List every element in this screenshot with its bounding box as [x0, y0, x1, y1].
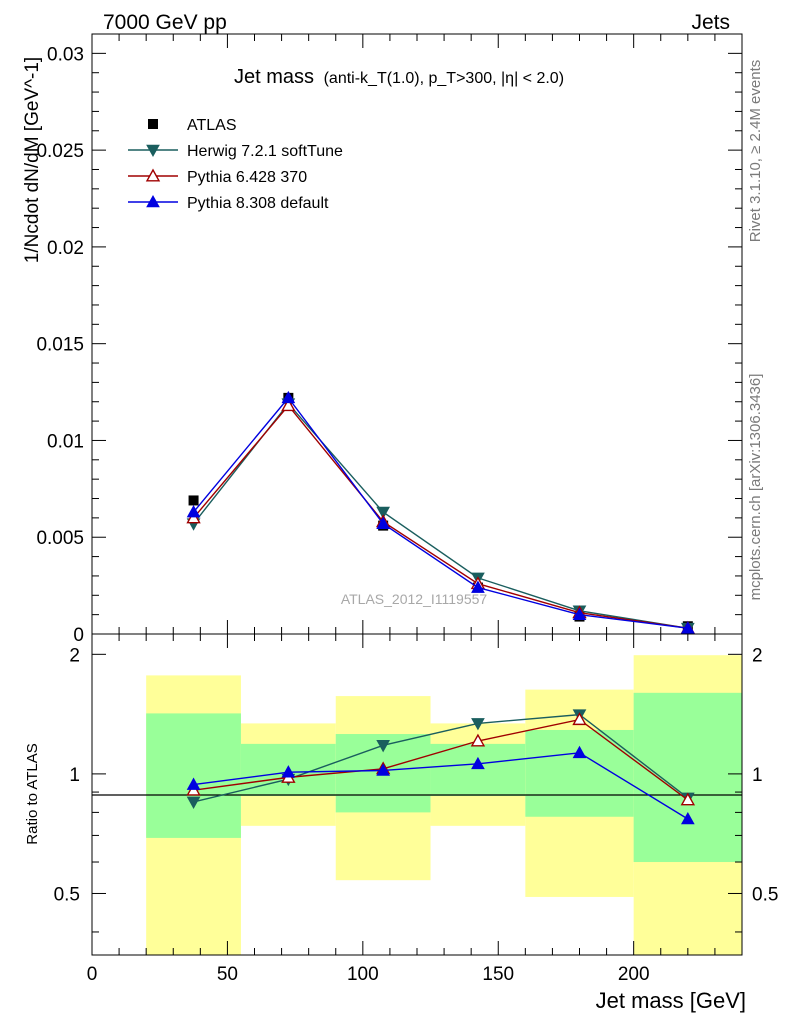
legend-entry: Herwig 7.2.1 softTune — [128, 143, 343, 160]
ratio-y-tick-label-right: 0.5 — [752, 884, 778, 905]
main-title-text: Jet mass — [234, 66, 314, 88]
main-data-point — [680, 621, 695, 634]
ratio-series-2 — [186, 745, 695, 825]
x-tick-labels: 0 50 100 150 200 — [87, 964, 650, 985]
ratio-y-tick-label-right: 2 — [752, 645, 763, 666]
legend-label: Herwig 7.2.1 softTune — [187, 143, 343, 160]
x-tick-label: 0 — [87, 964, 98, 985]
legend-marker — [148, 119, 158, 129]
ratio-series-line — [193, 713, 689, 803]
ratio-inner-band — [146, 713, 241, 838]
main-series-group — [186, 390, 696, 636]
x-tick-label: 150 — [482, 964, 514, 985]
ratio-data-point — [376, 740, 390, 753]
ratio-y-tick-label: 2 — [69, 645, 80, 666]
main-data-point — [471, 580, 485, 593]
header-left: 7000 GeV pp — [103, 11, 227, 34]
main-y-tick-label: 0.02 — [47, 238, 84, 259]
main-data-point — [376, 516, 390, 529]
main-data-point — [572, 607, 587, 620]
main-title-sub: (anti-k_T(1.0), p_T>300, |η| < 2.0) — [324, 70, 564, 87]
main-data-point — [376, 506, 390, 520]
ratio-data-point — [680, 811, 695, 825]
main-data-point — [188, 495, 199, 506]
legend-entry: Pythia 6.428 370 — [128, 168, 307, 186]
x-axis-label: Jet mass [GeV] — [596, 988, 746, 1013]
main-y-tick-label: 0.015 — [36, 335, 84, 356]
ratio-inner-band — [633, 692, 742, 863]
main-series-line — [193, 404, 688, 629]
analysis-watermark: ATLAS_2012_I1119557 — [341, 591, 488, 607]
main-y-tick-label: 0 — [73, 625, 84, 646]
main-series-line — [193, 396, 688, 629]
legend-label: ATLAS — [187, 117, 237, 134]
ratio-series-line — [193, 752, 689, 820]
x-tick-label: 200 — [618, 964, 650, 985]
main-y-tick-label: 0.025 — [36, 141, 84, 162]
rivet-label: Rivet 3.1.10, ≥ 2.4M events — [747, 60, 764, 243]
ratio-ytick-labels: 0.5 0.5 1 1 2 2 — [54, 645, 779, 905]
legend-marker — [145, 168, 161, 182]
ratio-data-point — [281, 765, 296, 778]
main-y-tick-label: 0.03 — [47, 44, 84, 65]
ratio-data-point — [572, 745, 587, 759]
ratio-uncertainty-bands — [146, 655, 742, 955]
ratio-data-point — [471, 718, 485, 731]
main-y-tick-label: 0.005 — [36, 528, 84, 549]
main-data-point — [281, 390, 296, 404]
legend-marker — [146, 194, 160, 208]
legend-entry: ATLAS — [148, 117, 237, 134]
main-axis-ticks — [91, 33, 743, 635]
ratio-inner-band — [430, 743, 526, 796]
legend-marker — [146, 144, 160, 158]
main-series-3 — [186, 390, 695, 634]
ratio-inner-band — [525, 729, 634, 817]
x-tick-label: 50 — [217, 964, 238, 985]
main-data-point — [186, 505, 201, 518]
ratio-data-point — [471, 756, 485, 770]
legend-label: Pythia 8.308 default — [187, 195, 329, 212]
ratio-series-group — [186, 709, 696, 825]
main-y-axis-label: 1/Ncdot dN/dM [GeV^-1] — [22, 57, 43, 263]
mcplots-label: mcplots.cern.ch [arXiv:1306.3436] — [747, 374, 764, 601]
main-y-tick-label: 0.01 — [47, 431, 84, 452]
main-title: Jet mass (anti-k_T(1.0), p_T>300, |η| < … — [234, 66, 564, 88]
ratio-y-tick-label: 1 — [69, 765, 80, 786]
main-data-point — [281, 398, 296, 412]
ratio-y-axis-label: Ratio to ATLAS — [24, 743, 41, 844]
ratio-panel: 0.5 0.5 1 1 2 2 0 50 100 150 200 Ratio to ATLAS J… — [24, 633, 779, 1013]
main-panel: 0 0.005 0.01 0.015 0.02 0.025 0.03 Jet mass (a… — [22, 33, 743, 646]
ratio-data-point — [680, 792, 696, 806]
ratio-y-tick-label-right: 1 — [752, 765, 763, 786]
header-right: Jets — [691, 11, 730, 34]
ratio-series-line — [193, 718, 689, 801]
ratio-y-tick-label: 0.5 — [54, 884, 80, 905]
ratio-data-point — [572, 712, 587, 726]
ratio-axis-ticks — [91, 634, 743, 955]
legend-entry: Pythia 8.308 default — [128, 194, 329, 212]
ratio-data-point — [470, 733, 486, 747]
ratio-data-point — [186, 796, 201, 809]
ratio-data-point — [186, 777, 201, 790]
main-ytick-labels: 0 0.005 0.01 0.015 0.02 0.025 0.03 — [36, 44, 84, 646]
legend: ATLAS Herwig 7.2.1 softTune Pythia 6.428 3… — [128, 117, 343, 212]
legend-label: Pythia 6.428 370 — [187, 169, 307, 186]
x-tick-label: 100 — [347, 964, 379, 985]
ratio-data-point — [376, 763, 390, 776]
